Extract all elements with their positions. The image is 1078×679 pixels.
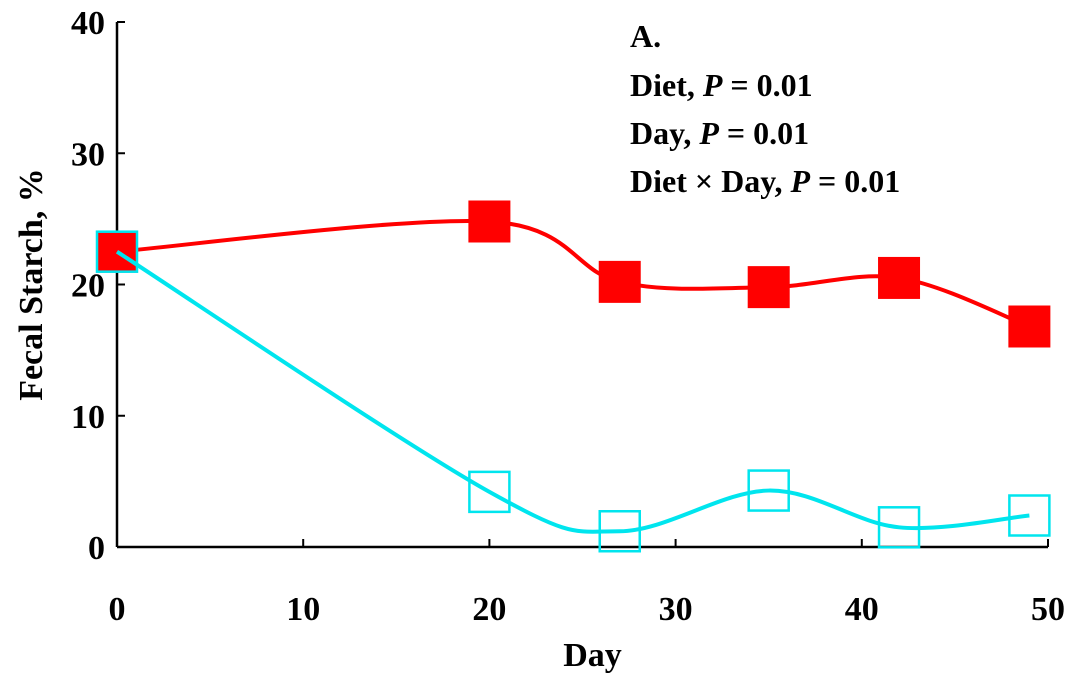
p-value-text: = 0.01 xyxy=(722,67,812,103)
filled-square-marker xyxy=(878,256,921,299)
p-symbol: P xyxy=(789,163,810,199)
panel-label: A. xyxy=(630,18,661,54)
y-tick-label: 30 xyxy=(71,136,105,173)
y-tick-label: 0 xyxy=(88,530,105,567)
x-axis-title: Day xyxy=(563,637,622,674)
series-line xyxy=(115,250,1030,534)
y-tick-label: 20 xyxy=(71,268,105,305)
open-square-marker xyxy=(468,470,511,514)
x-tick-label: 20 xyxy=(472,591,506,628)
ticks: 0 10 20 30 40 0 10 20 30 40 50 xyxy=(71,5,1065,628)
open-square-marker xyxy=(877,506,921,549)
filled-square-marker xyxy=(747,266,790,309)
open-square-marker xyxy=(95,230,139,273)
diet-label: Diet, xyxy=(630,67,703,103)
filled-square-marker xyxy=(1008,305,1051,348)
p-value-text: = 0.01 xyxy=(810,163,900,199)
y-axis-title: Fecal Starch, % xyxy=(13,168,50,401)
filled-square-marker xyxy=(468,200,511,243)
x-tick-label: 40 xyxy=(845,591,879,628)
x-tick-label: 10 xyxy=(286,591,320,628)
open-square-marker xyxy=(1008,494,1051,537)
x-tick-label: 30 xyxy=(659,591,693,628)
series-2 xyxy=(95,230,1051,553)
series-1 xyxy=(96,200,1051,348)
day-label: Day, xyxy=(630,115,699,151)
diet-p-value: Diet, P = 0.01 xyxy=(630,67,813,103)
stats-annotation: A. Diet, P = 0.01 Day, P = 0.01 Diet × D… xyxy=(630,18,900,199)
y-tick-label: 40 xyxy=(71,5,105,42)
open-square-marker xyxy=(747,469,790,512)
open-square-marker xyxy=(598,510,641,553)
p-symbol: P xyxy=(702,67,723,103)
interaction-p-value: Diet × Day, P = 0.01 xyxy=(630,163,900,199)
day-p-value: Day, P = 0.01 xyxy=(630,115,809,151)
p-value-text: = 0.01 xyxy=(719,115,809,151)
series-layer xyxy=(95,200,1051,553)
x-tick-label: 50 xyxy=(1031,591,1065,628)
filled-square-marker xyxy=(598,260,641,303)
interaction-label: Diet × Day, xyxy=(630,163,790,199)
x-tick-label: 0 xyxy=(109,591,126,628)
y-tick-label: 10 xyxy=(71,399,105,436)
p-symbol: P xyxy=(698,115,719,151)
